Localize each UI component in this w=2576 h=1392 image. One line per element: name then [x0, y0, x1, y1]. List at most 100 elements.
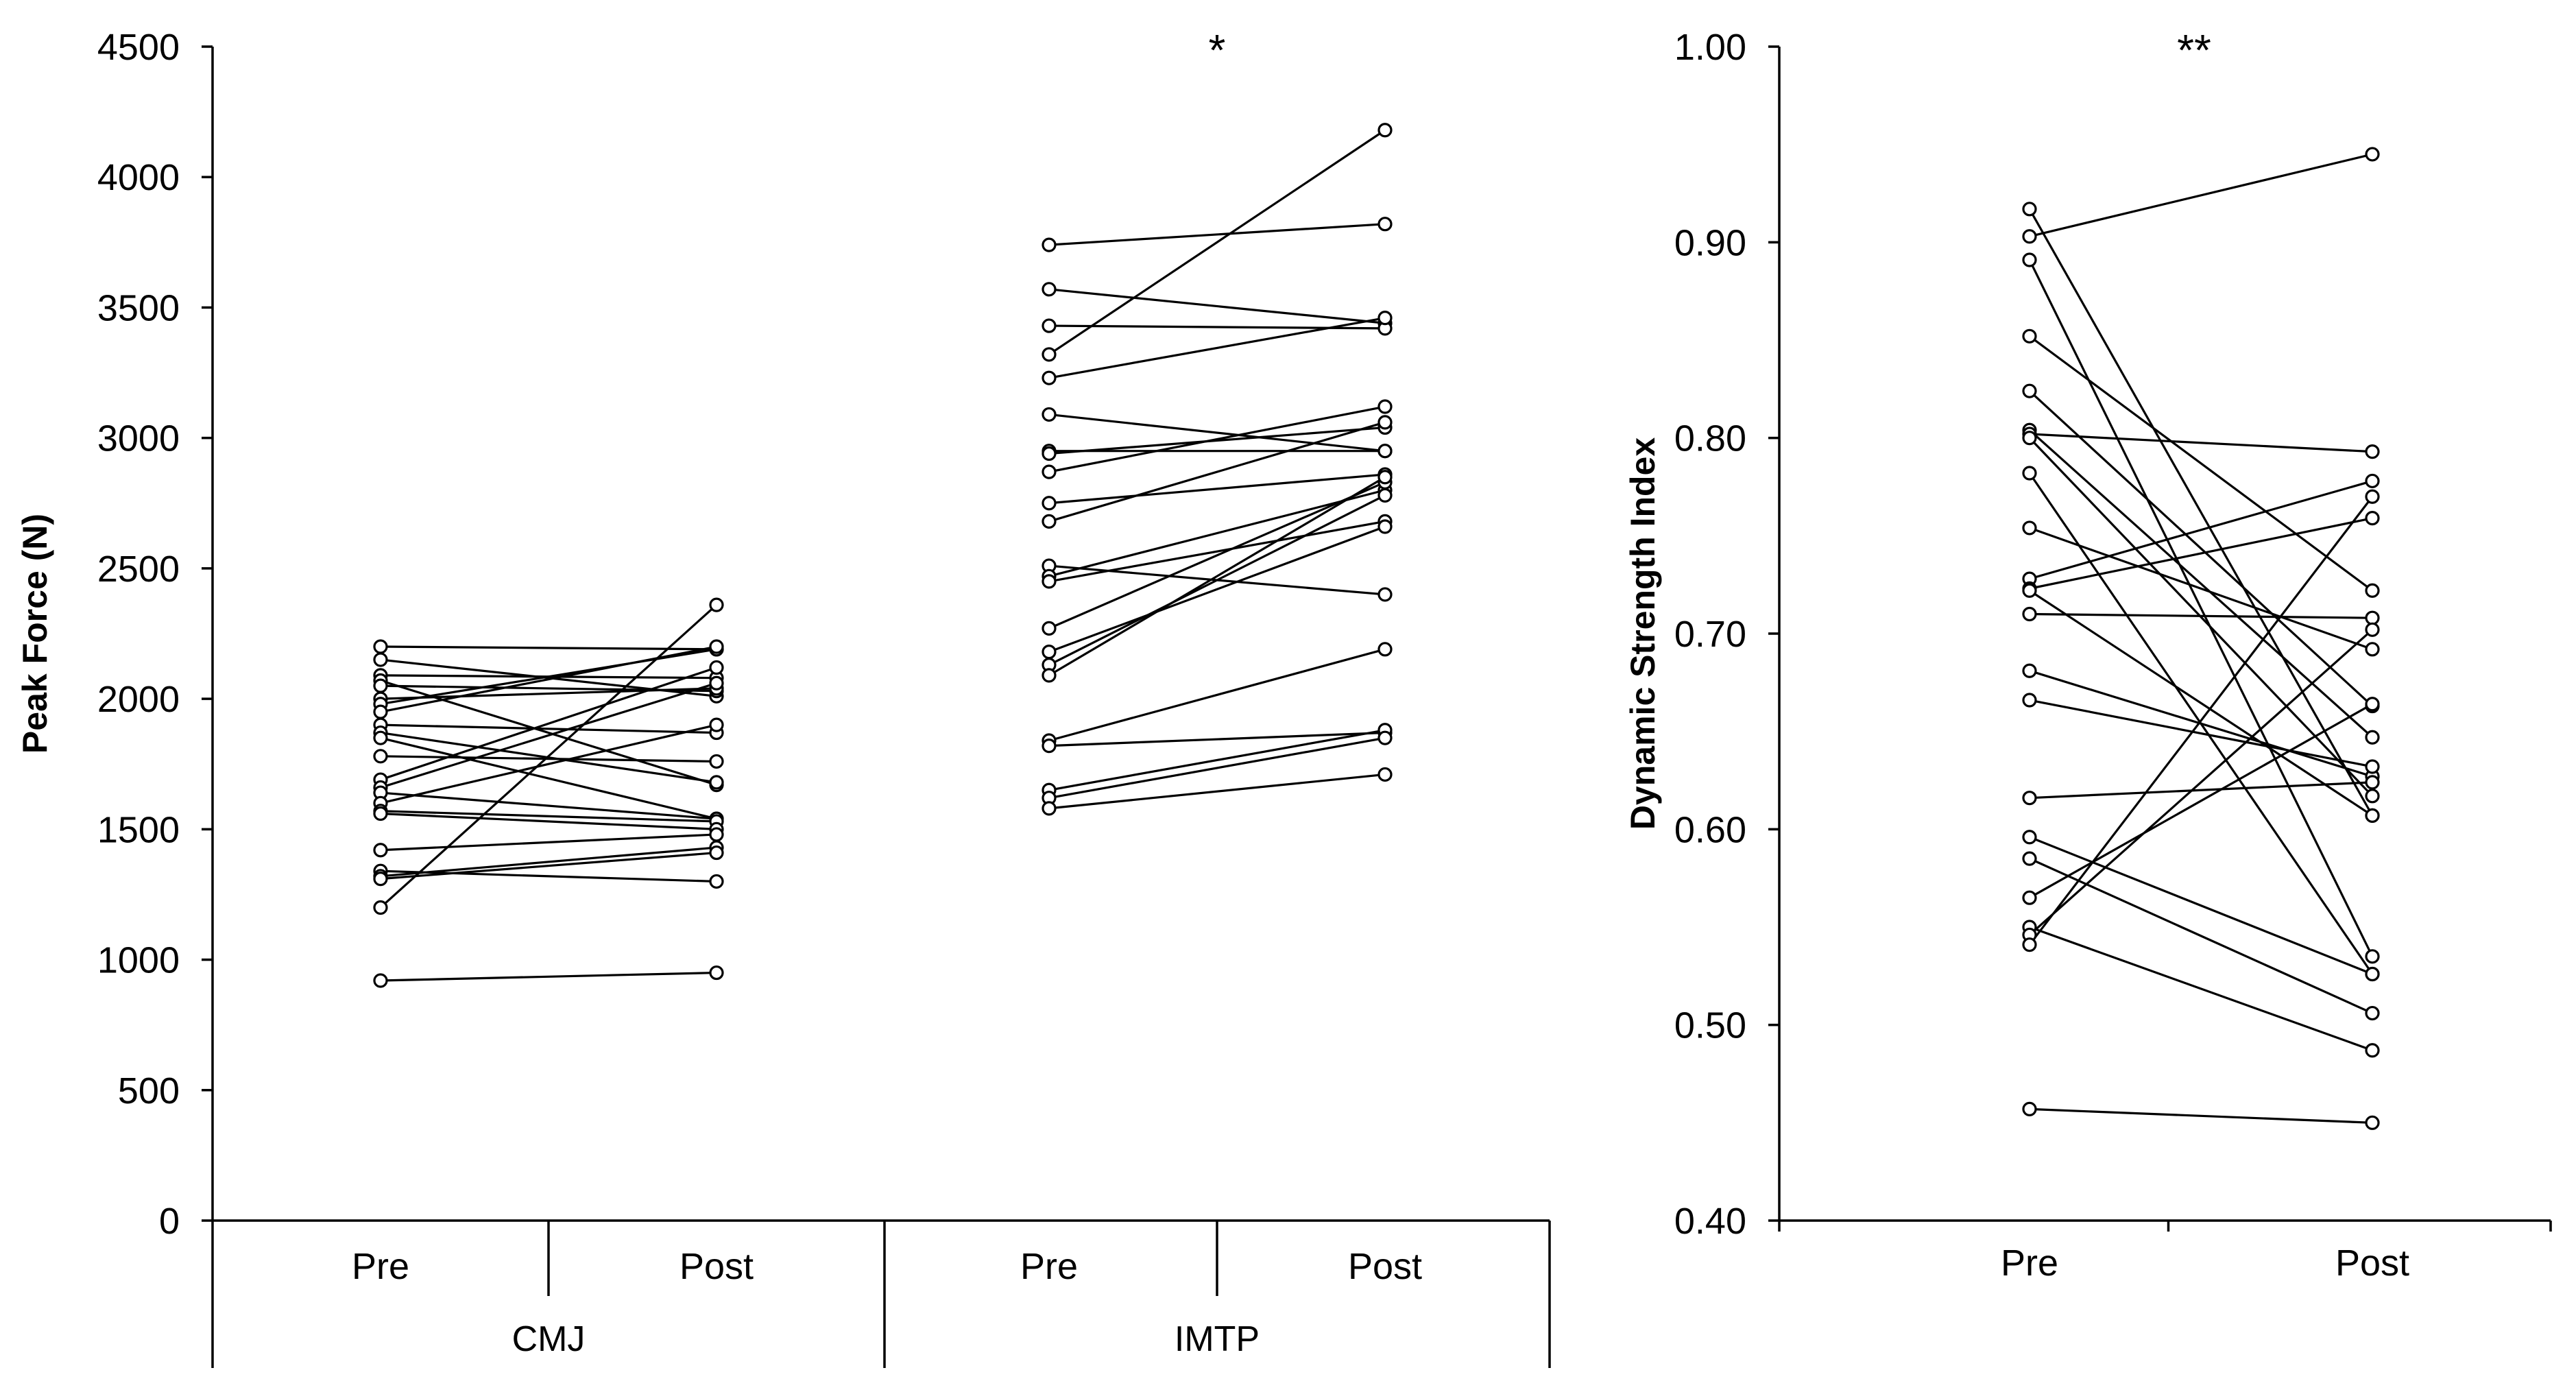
post-point — [2365, 1115, 2380, 1130]
post-point — [2365, 808, 2380, 823]
subject-line — [380, 682, 717, 789]
subject-line — [380, 851, 717, 880]
subject-line — [2029, 517, 2373, 590]
y-tick-label: 1500 — [97, 809, 180, 850]
pre-point — [1042, 496, 1057, 511]
y-tick-label: 4500 — [97, 27, 180, 68]
y-tick-label: 0.90 — [1674, 222, 1746, 263]
subject-line — [2028, 390, 2374, 707]
subject-line — [380, 833, 717, 852]
pre-point — [373, 678, 388, 693]
post-point — [2365, 697, 2380, 712]
pre-point — [1042, 282, 1057, 297]
subject-line — [2029, 699, 2373, 768]
pre-point — [1042, 464, 1057, 479]
subject-line — [2029, 669, 2373, 778]
subject-line — [2028, 259, 2374, 957]
subject-line — [2029, 836, 2373, 975]
post-point — [2365, 949, 2380, 964]
subject-line — [1048, 494, 1386, 667]
y-tick-label: 0.60 — [1674, 809, 1746, 850]
subject-line — [2029, 703, 2373, 899]
pre-point — [2022, 202, 2037, 217]
x-category-label: Post — [1348, 1246, 1422, 1287]
subject-line — [380, 687, 717, 700]
subject-line — [2029, 857, 2373, 1015]
pre-point — [2022, 830, 2037, 845]
group-label: IMTP — [1175, 1319, 1260, 1359]
pre-point — [373, 872, 388, 887]
subject-line — [380, 666, 717, 781]
pre-point — [1042, 621, 1057, 636]
subject-line — [380, 755, 717, 763]
y-tick-label: 0.80 — [1674, 418, 1746, 459]
y-tick-label: 0.40 — [1674, 1201, 1746, 1242]
post-point — [1377, 488, 1393, 503]
post-point — [1377, 767, 1393, 782]
subject-line — [2029, 479, 2373, 580]
pre-point — [2022, 583, 2037, 598]
post-point — [2365, 775, 2380, 790]
post-point — [1377, 311, 1393, 326]
subject-line — [1048, 129, 1386, 356]
subject-line — [1048, 476, 1386, 677]
post-point — [709, 639, 724, 654]
subject-line — [2029, 926, 2373, 1052]
post-point — [709, 874, 724, 889]
significance-marker: * — [1209, 25, 1226, 75]
subject-line — [1048, 405, 1386, 473]
pre-point — [1042, 801, 1057, 816]
post-point — [709, 675, 724, 691]
subject-line — [2029, 153, 2373, 238]
y-axis-title: Peak Force (N) — [16, 514, 54, 754]
post-point — [2365, 789, 2380, 804]
pre-point — [2022, 693, 2037, 708]
subject-line — [380, 846, 717, 878]
y-tick-label: 0.70 — [1674, 614, 1746, 655]
pre-point — [373, 806, 388, 821]
post-point — [1377, 399, 1393, 414]
subject-line — [380, 810, 717, 823]
pre-point — [2022, 606, 2037, 622]
subject-line — [1048, 223, 1386, 246]
pre-point — [2022, 252, 2037, 267]
pre-point — [1042, 738, 1057, 754]
pre-point — [373, 652, 388, 667]
pre-point — [1042, 347, 1057, 362]
subject-line — [1048, 288, 1386, 324]
pre-point — [373, 973, 388, 988]
subject-line — [2029, 612, 2373, 619]
pre-point — [1042, 407, 1057, 422]
post-point — [709, 827, 724, 842]
post-point — [2365, 147, 2380, 162]
post-point — [1377, 470, 1393, 485]
pre-point — [2022, 520, 2037, 536]
pre-point — [2022, 851, 2037, 866]
pre-point — [1042, 574, 1057, 589]
pre-point — [1042, 446, 1057, 461]
subject-line — [1048, 489, 1386, 577]
post-point — [1377, 123, 1393, 138]
post-point — [709, 965, 724, 981]
subject-line — [2028, 496, 2374, 946]
post-point — [709, 754, 724, 769]
post-point — [2365, 511, 2380, 526]
post-point — [1377, 217, 1393, 232]
post-point — [2365, 759, 2380, 774]
post-point — [2365, 1043, 2380, 1058]
subject-line — [2029, 527, 2373, 651]
subject-line — [380, 723, 717, 804]
subject-line — [1048, 520, 1386, 583]
y-tick-label: 1000 — [97, 940, 180, 981]
post-point — [1377, 587, 1393, 602]
post-point — [709, 845, 724, 861]
post-point — [2365, 610, 2380, 625]
post-point — [2365, 444, 2380, 459]
post-point — [2365, 622, 2380, 637]
pre-point — [2022, 1101, 2037, 1116]
post-point — [709, 660, 724, 675]
subject-line — [1048, 648, 1386, 742]
dsi-chart: 0.40 0.50 0.60 0.70 0.80 0.90 1.00 Dynamic Stre… — [1624, 25, 2552, 1284]
subject-line — [2029, 589, 2373, 817]
